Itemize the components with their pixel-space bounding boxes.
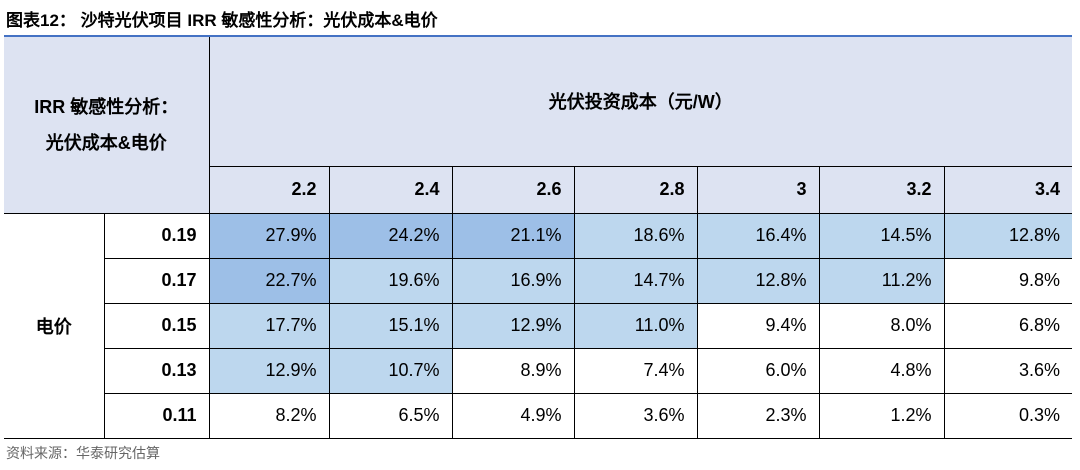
table-cell: 22.7% (209, 257, 330, 303)
table-cell: 1.2% (819, 392, 945, 438)
table-cell: 11.2% (819, 257, 945, 303)
table-cell: 6.8% (944, 302, 1072, 348)
table-cell: 9.4% (697, 302, 820, 348)
column-header: 2.2 (209, 165, 330, 213)
table-cell: 6.5% (329, 392, 453, 438)
table-cell: 12.8% (944, 212, 1072, 258)
column-header: 3 (697, 165, 820, 213)
row-header: 0.19 (104, 212, 210, 258)
corner-line: IRR 敏感性分析： (34, 96, 179, 117)
data-row: 0.11 8.2% 6.5% 4.9% 3.6% 2.3% 1.2% 0.3% (4, 392, 1072, 438)
data-row: 0.17 22.7% 19.6% 16.9% 14.7% 12.8% 11.2% 9.8% (4, 257, 1072, 303)
column-header: 3.2 (819, 165, 945, 213)
table-cell: 10.7% (329, 347, 453, 393)
sensitivity-table: IRR 敏感性分析： 光伏成本&电价 光伏投资成本（元/W） 2.2 2.4 2.6 2.8… (4, 35, 1072, 439)
table-cell: 16.4% (697, 212, 820, 258)
row-group-header: 电价 (4, 212, 105, 438)
data-row: 0.13 12.9% 10.7% 8.9% 7.4% 6.0% 4.8% 3.6% (4, 347, 1072, 393)
source-note: 资料来源：华泰研究估算 (6, 445, 160, 461)
table-cell: 6.0% (697, 347, 820, 393)
column-header-row: 2.2 2.4 2.6 2.8 3 3.2 3.4 (4, 165, 1072, 213)
table-cell: 8.9% (452, 347, 575, 393)
table-cell: 14.5% (819, 212, 945, 258)
table-cell: 18.6% (574, 212, 698, 258)
table-cell: 17.7% (209, 302, 330, 348)
data-row: 电价 0.19 27.9% 24.2% 21.1% 18.6% 16.4% 14.5% 12.8… (4, 212, 1072, 438)
table-cell: 24.2% (329, 212, 453, 258)
table-cell: 7.4% (574, 347, 698, 393)
table-cell: 4.8% (819, 347, 945, 393)
column-header: 2.8 (574, 165, 698, 213)
table-cell: 9.8% (944, 257, 1072, 303)
column-header: 2.6 (452, 165, 575, 213)
table-cell: 3.6% (574, 392, 698, 438)
table-cell: 12.9% (452, 302, 575, 348)
row-header: 0.11 (104, 392, 210, 438)
row-header: 0.17 (104, 257, 210, 303)
row-header: 0.15 (104, 302, 210, 348)
table-cell: 8.0% (819, 302, 945, 348)
column-group-header: 光伏投资成本（元/W） (209, 35, 1072, 166)
table-cell: 15.1% (329, 302, 453, 348)
table-cell: 3.6% (944, 347, 1072, 393)
table-cell: 14.7% (574, 257, 698, 303)
data-row: 0.15 17.7% 15.1% 12.9% 11.0% 9.4% 8.0% 6.8% (4, 302, 1072, 348)
title: 图表12： 沙特光伏项目 IRR 敏感性分析：光伏成本&电价 (6, 11, 438, 30)
column-header: 3.4 (944, 165, 1072, 213)
table-cell: 16.9% (452, 257, 575, 303)
corner-line: 光伏成本&电价 (45, 132, 167, 153)
table-cell: 0.3% (944, 392, 1072, 438)
table-cell: 4.9% (452, 392, 575, 438)
column-header: 2.4 (329, 165, 453, 213)
table-cell: 2.3% (697, 392, 820, 438)
corner-header: IRR 敏感性分析： 光伏成本&电价 (4, 35, 210, 213)
table-cell: 8.2% (209, 392, 330, 438)
table-cell: 19.6% (329, 257, 453, 303)
header-row: IRR 敏感性分析： 光伏成本&电价 光伏投资成本（元/W） (4, 35, 1072, 213)
table-cell: 11.0% (574, 302, 698, 348)
table-cell: 21.1% (452, 212, 575, 258)
table-cell: 12.8% (697, 257, 820, 303)
row-header: 0.13 (104, 347, 210, 393)
table-cell: 12.9% (209, 347, 330, 393)
table-cell: 27.9% (209, 212, 330, 258)
